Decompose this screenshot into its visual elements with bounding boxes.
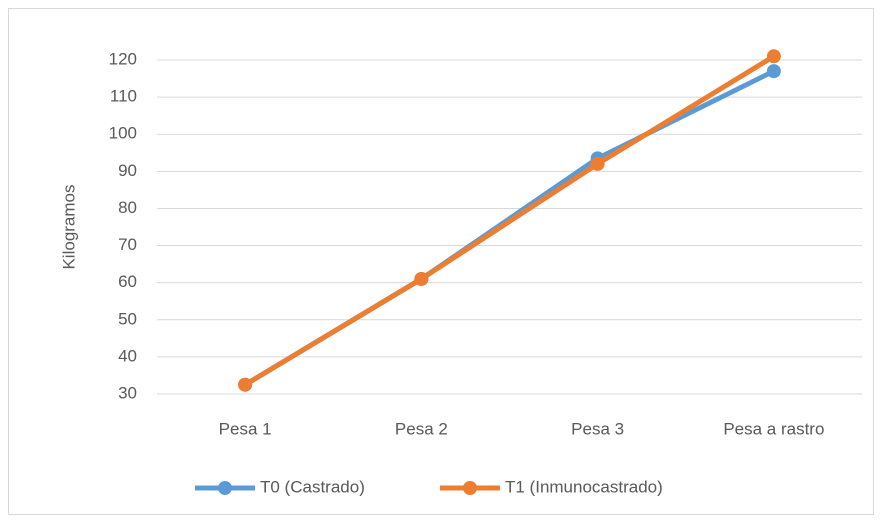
y-tick-label: 60: [118, 272, 137, 291]
series-marker: [766, 64, 781, 79]
y-tick-label: 80: [118, 198, 137, 217]
y-tick-label: 100: [109, 124, 137, 143]
series-marker: [238, 377, 253, 392]
y-axis-label: Kilogramos: [59, 184, 78, 269]
x-tick-label: Pesa 3: [571, 419, 624, 438]
x-tick-label: Pesa 1: [219, 419, 272, 438]
y-tick-label: 110: [110, 87, 137, 106]
x-tick-label: Pesa a rastro: [723, 419, 824, 438]
y-tick-label: 40: [118, 346, 137, 365]
legend-marker: [218, 481, 232, 495]
y-tick-label: 90: [118, 161, 137, 180]
legend-label: T0 (Castrado): [260, 477, 365, 496]
series-marker: [766, 49, 781, 64]
series-marker: [590, 156, 605, 171]
legend-label: T1 (Inmunocastrado): [505, 477, 663, 496]
y-tick-label: 120: [109, 49, 137, 68]
y-tick-label: 30: [118, 383, 137, 402]
x-tick-label: Pesa 2: [395, 419, 448, 438]
y-tick-label: 70: [118, 235, 137, 254]
legend-marker: [463, 481, 477, 495]
y-tick-label: 50: [118, 309, 137, 328]
series-marker: [414, 271, 429, 286]
series-line: [242, 53, 777, 388]
